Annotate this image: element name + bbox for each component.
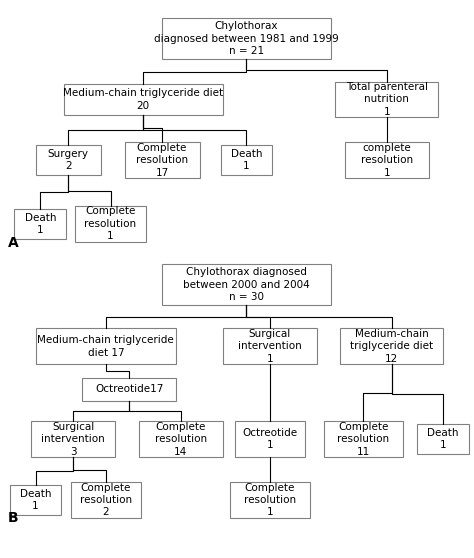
Text: complete
resolution
1: complete resolution 1	[361, 143, 413, 177]
Text: Medium-chain triglyceride diet
20: Medium-chain triglyceride diet 20	[63, 88, 223, 110]
FancyBboxPatch shape	[82, 378, 176, 401]
FancyBboxPatch shape	[10, 485, 61, 515]
Text: Surgical
intervention
1: Surgical intervention 1	[238, 329, 301, 364]
Text: Medium-chain triglyceride
diet 17: Medium-chain triglyceride diet 17	[37, 335, 174, 358]
FancyBboxPatch shape	[223, 329, 317, 364]
Text: A: A	[8, 236, 18, 250]
Text: Complete
resolution
17: Complete resolution 17	[136, 143, 188, 177]
Text: Death
1: Death 1	[231, 149, 262, 171]
Text: Complete
resolution
1: Complete resolution 1	[244, 483, 296, 517]
FancyBboxPatch shape	[31, 421, 115, 457]
FancyBboxPatch shape	[125, 142, 200, 178]
FancyBboxPatch shape	[64, 84, 223, 114]
Text: Death
1: Death 1	[428, 428, 459, 450]
Text: Octreotide
1: Octreotide 1	[242, 428, 297, 450]
Text: Chylothorax
diagnosed between 1981 and 1999
n = 21: Chylothorax diagnosed between 1981 and 1…	[154, 21, 339, 56]
Text: Surgery
2: Surgery 2	[48, 149, 89, 171]
Text: Complete
resolution
11: Complete resolution 11	[337, 422, 390, 456]
Text: Death
1: Death 1	[20, 489, 51, 511]
Text: Chylothorax diagnosed
between 2000 and 2004
n = 30: Chylothorax diagnosed between 2000 and 2…	[183, 267, 310, 302]
FancyBboxPatch shape	[230, 482, 310, 518]
FancyBboxPatch shape	[220, 145, 272, 175]
FancyBboxPatch shape	[336, 81, 438, 117]
FancyBboxPatch shape	[36, 329, 176, 364]
FancyBboxPatch shape	[138, 421, 223, 457]
Text: Octreotide17: Octreotide17	[95, 384, 164, 395]
Text: Total parenteral
nutrition
1: Total parenteral nutrition 1	[346, 82, 428, 117]
FancyBboxPatch shape	[75, 206, 146, 242]
FancyBboxPatch shape	[324, 421, 403, 457]
FancyBboxPatch shape	[340, 329, 443, 364]
Text: Complete
resolution
1: Complete resolution 1	[84, 206, 137, 241]
FancyBboxPatch shape	[36, 145, 101, 175]
FancyBboxPatch shape	[235, 421, 305, 457]
FancyBboxPatch shape	[71, 482, 141, 518]
FancyBboxPatch shape	[345, 142, 429, 178]
Text: Medium-chain
triglyceride diet
12: Medium-chain triglyceride diet 12	[350, 329, 433, 364]
FancyBboxPatch shape	[162, 264, 331, 305]
Text: B: B	[8, 511, 18, 525]
FancyBboxPatch shape	[417, 424, 469, 454]
Text: Death
1: Death 1	[25, 213, 56, 235]
Text: Surgical
intervention
3: Surgical intervention 3	[41, 422, 105, 456]
Text: Complete
resolution
14: Complete resolution 14	[155, 422, 207, 456]
Text: Complete
resolution
2: Complete resolution 2	[80, 483, 132, 517]
FancyBboxPatch shape	[162, 18, 331, 59]
FancyBboxPatch shape	[15, 209, 66, 239]
